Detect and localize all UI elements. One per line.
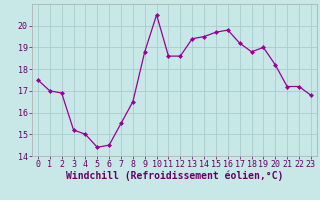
X-axis label: Windchill (Refroidissement éolien,°C): Windchill (Refroidissement éolien,°C) <box>66 171 283 181</box>
